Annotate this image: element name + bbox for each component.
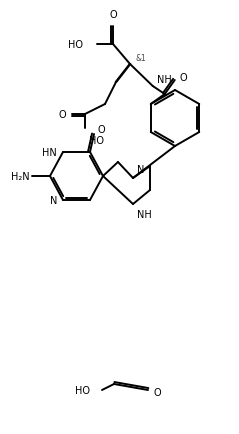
Text: HO: HO [89, 136, 104, 146]
Text: HN: HN [42, 148, 57, 158]
Text: NH: NH [157, 75, 172, 85]
Text: HO: HO [75, 385, 90, 395]
Text: NH: NH [137, 210, 152, 220]
Text: O: O [58, 110, 66, 120]
Text: O: O [98, 125, 106, 135]
Text: H₂N: H₂N [11, 171, 30, 181]
Text: HO: HO [68, 40, 83, 50]
Text: O: O [154, 387, 162, 397]
Text: N: N [137, 164, 144, 174]
Text: &1: &1 [136, 54, 147, 63]
Text: N: N [50, 196, 57, 206]
Text: O: O [180, 73, 187, 83]
Text: O: O [109, 10, 117, 20]
